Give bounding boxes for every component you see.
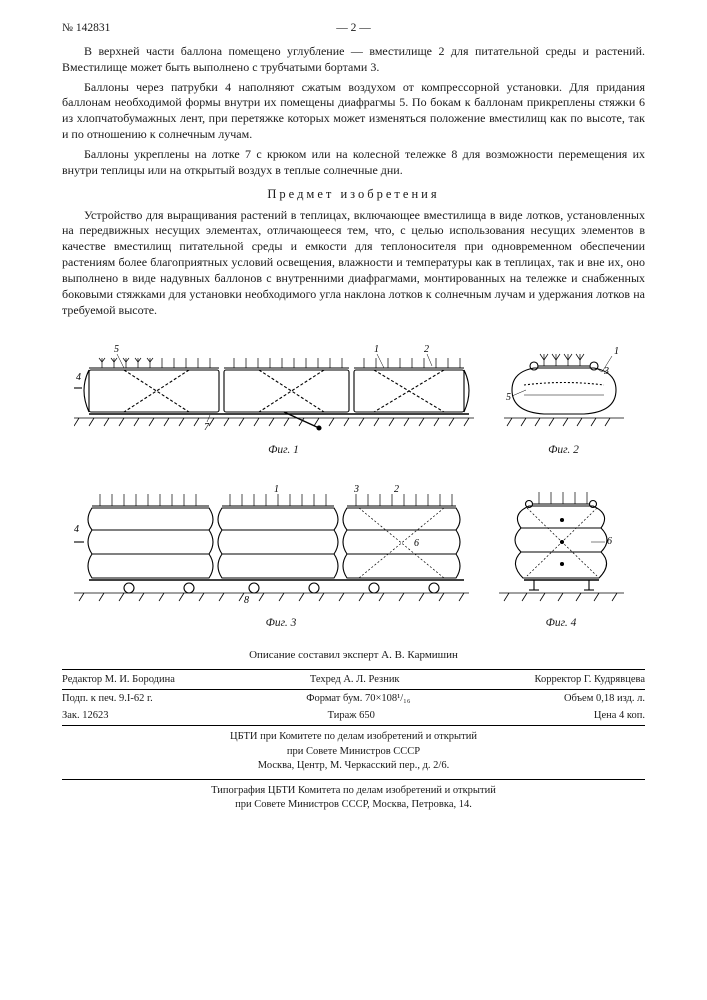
svg-text:6: 6 (414, 538, 419, 549)
figures-svg-1: 5 4 1 2 7 (74, 330, 634, 440)
page-header: № 142831 — 2 — (62, 22, 645, 34)
svg-text:1: 1 (614, 346, 619, 357)
pub2-mid: Тираж 650 (328, 710, 375, 721)
author-line: Описание составил эксперт А. В. Кармишин (62, 649, 645, 661)
footer-block-1: ЦБТИ при Комитете по делам изобретений и… (62, 730, 645, 780)
figures-row-1: 5 4 1 2 7 (62, 330, 645, 466)
corrector: Корректор Г. Кудрявцева (534, 674, 645, 685)
fig4-label: Фиг. 4 (499, 617, 624, 629)
svg-text:1: 1 (274, 484, 279, 495)
pub2-left: Зак. 12623 (62, 710, 109, 721)
svg-text:6: 6 (607, 536, 612, 547)
doc-number: № 142831 (62, 22, 110, 34)
svg-text:7: 7 (204, 422, 210, 433)
figures-row-2: 4 1 6 8 3 2 (62, 478, 645, 639)
fig1-label: Фиг. 1 (84, 444, 484, 456)
claim-paragraph: Устройство для выращивания растений в те… (62, 208, 645, 319)
pub2-right: Цена 4 коп. (594, 710, 645, 721)
svg-text:3: 3 (603, 366, 609, 377)
svg-text:2: 2 (424, 344, 429, 355)
svg-text:1: 1 (374, 344, 379, 355)
fig2-label: Фиг. 2 (504, 444, 624, 456)
svg-text:8: 8 (244, 595, 249, 606)
paragraph-1: В верхней части баллона помещено углубле… (62, 44, 645, 76)
svg-text:5: 5 (506, 392, 511, 403)
pub-mid: Формат бум. 70×108¹/₁₆ (306, 693, 410, 704)
section-title: Предмет изобретения (62, 187, 645, 202)
paragraph-3: Баллоны укреплены на лотке 7 с крюком ил… (62, 147, 645, 179)
footer-line-5: при Совете Министров СССР, Москва, Петро… (62, 798, 645, 812)
pub-right: Объем 0,18 изд. л. (564, 693, 645, 704)
svg-text:3: 3 (353, 484, 359, 495)
techred: Техред А. Л. Резник (310, 674, 400, 685)
footer-line-3: Москва, Центр, М. Черкасский пер., д. 2/… (62, 759, 645, 773)
paragraph-2: Баллоны через патрубки 4 наполняют сжаты… (62, 80, 645, 143)
svg-text:5: 5 (114, 344, 119, 355)
pub-left: Подп. к печ. 9.I-62 г. (62, 693, 153, 704)
credits-row: Редактор М. И. Бородина Техред А. Л. Рез… (62, 669, 645, 690)
editor: Редактор М. И. Бородина (62, 674, 175, 685)
fig-captions-row-2: Фиг. 3 Фиг. 4 (74, 613, 634, 639)
fig3-label: Фиг. 3 (84, 617, 479, 629)
footer-line-2: при Совете Министров СССР (62, 745, 645, 759)
page-number: — 2 — (336, 22, 371, 34)
figures-svg-2: 4 1 6 8 3 2 (74, 478, 634, 613)
footer-block-2: Типография ЦБТИ Комитета по делам изобре… (62, 784, 645, 812)
fig-captions-row-1: Фиг. 1 Фиг. 2 (74, 440, 634, 466)
page: № 142831 — 2 — В верхней части баллона п… (0, 0, 707, 1000)
pub-row-1: Подп. к печ. 9.I-62 г. Формат бум. 70×10… (62, 690, 645, 707)
svg-text:4: 4 (74, 524, 79, 535)
pub-row-2: Зак. 12623 Тираж 650 Цена 4 коп. (62, 707, 645, 726)
svg-text:4: 4 (76, 372, 81, 383)
footer-line-4: Типография ЦБТИ Комитета по делам изобре… (62, 784, 645, 798)
footer-line-1: ЦБТИ при Комитете по делам изобретений и… (62, 730, 645, 744)
svg-text:2: 2 (394, 484, 399, 495)
